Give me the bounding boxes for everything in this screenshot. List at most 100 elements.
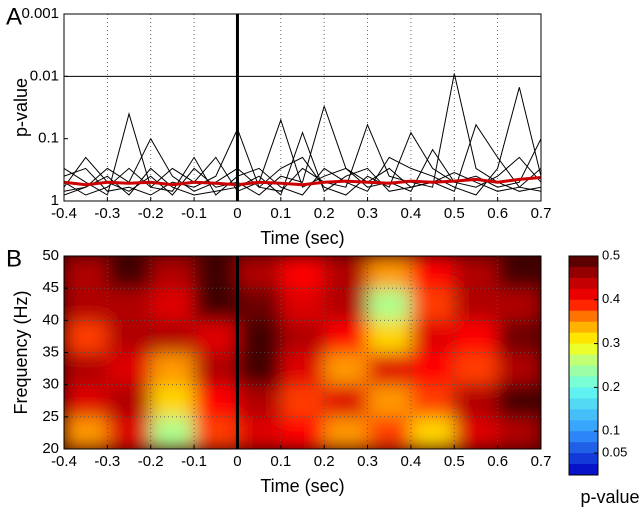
x-tick-label: 0.7 — [531, 453, 552, 470]
heatmap-cell — [194, 416, 238, 449]
heatmap-cell — [280, 352, 325, 385]
heatmap-cell — [497, 384, 541, 417]
heatmap-cell — [107, 288, 151, 321]
heatmap-cell — [280, 288, 325, 321]
heatmap-cell — [410, 288, 455, 321]
heatmap-cell — [64, 384, 108, 417]
series-line — [64, 87, 541, 196]
series-line — [64, 123, 541, 196]
y-tick-label: 0.01 — [30, 67, 59, 84]
heatmap-cell — [194, 384, 238, 417]
y-tick-label: 0.1 — [38, 130, 59, 147]
heatmap-cell — [367, 384, 411, 417]
y-axis-label: p-value — [11, 78, 31, 137]
heatmap-cell — [324, 288, 368, 321]
colorbar-frame — [568, 255, 599, 476]
x-tick-label: -0.4 — [51, 453, 77, 470]
heatmap-cell — [280, 320, 325, 353]
colorbar-step — [569, 299, 598, 312]
heatmap-cell — [150, 352, 195, 385]
heatmap-cells — [64, 256, 541, 449]
heatmap-cell — [410, 416, 455, 449]
colorbar-tick-label: 0.2 — [602, 379, 620, 394]
x-tick-label: 0.5 — [444, 453, 465, 470]
heatmap-cell — [410, 384, 455, 417]
x-tick-label: 0.6 — [487, 453, 508, 470]
heatmap-cell — [237, 416, 281, 449]
heatmap-cell — [194, 352, 238, 385]
heatmap-cell — [324, 416, 368, 449]
heatmap-cell — [194, 320, 238, 353]
heatmap-cell — [497, 352, 541, 385]
colorbar-step — [569, 321, 598, 334]
heatmap-cell — [150, 384, 195, 417]
heatmap-cell — [367, 288, 411, 321]
colorbar-step — [569, 332, 598, 345]
colorbar-step — [569, 343, 598, 356]
colorbar-step — [569, 277, 598, 290]
colorbar-step — [569, 420, 598, 432]
colorbar-step — [569, 266, 598, 279]
x-tick-label: -0.4 — [51, 205, 77, 222]
series-line — [64, 112, 541, 196]
heatmap-cell — [410, 352, 455, 385]
heatmap-cell — [497, 256, 541, 289]
colorbar-tick-label: 0.5 — [602, 247, 620, 262]
heatmap-cell — [150, 256, 195, 289]
x-tick-label: 0.1 — [270, 453, 291, 470]
x-tick-label: -0.3 — [94, 453, 120, 470]
x-tick-label: 0.2 — [314, 205, 335, 222]
colorbar-step — [569, 376, 598, 388]
heatmap-cell — [280, 384, 325, 417]
panel-label: A — [6, 3, 22, 30]
heatmap-cell — [107, 416, 151, 449]
y-tick-label: 45 — [42, 279, 59, 296]
heatmap-cell — [454, 384, 498, 417]
heatmap-cell — [497, 288, 541, 321]
heatmap-cell — [64, 352, 108, 385]
y-tick-label: 30 — [42, 376, 59, 393]
heatmap-cell — [497, 416, 541, 449]
colorbar-step — [569, 288, 598, 301]
colorbar-step — [569, 464, 598, 476]
x-axis-label: Time (sec) — [260, 228, 344, 248]
heatmap-cell — [107, 256, 151, 289]
heatmap-cell — [324, 256, 368, 289]
heatmap-cell — [64, 256, 108, 289]
x-tick-label: 0 — [233, 205, 241, 222]
x-tick-label: 0.3 — [357, 205, 378, 222]
heatmap-cell — [410, 256, 455, 289]
x-tick-label: -0.1 — [181, 205, 207, 222]
y-tick-label: 35 — [42, 343, 59, 360]
heatmap-cell — [324, 352, 368, 385]
heatmap-cell — [64, 288, 108, 321]
y-axis-label: Frequency (Hz) — [11, 290, 31, 414]
x-tick-label: 0.2 — [314, 453, 335, 470]
heatmap-cell — [324, 320, 368, 353]
heatmap-cell — [194, 288, 238, 321]
heatmap-cell — [237, 256, 281, 289]
x-tick-label: 0.4 — [400, 205, 421, 222]
heatmap-cell — [280, 416, 325, 449]
x-tick-label: 0.3 — [357, 453, 378, 470]
colorbar-step — [569, 431, 598, 443]
x-tick-label: -0.2 — [138, 205, 164, 222]
y-tick-label: 50 — [42, 247, 59, 264]
y-tick-label: 40 — [42, 311, 59, 328]
colorbar-step — [569, 365, 598, 377]
colorbar-tick-label: 0.05 — [602, 445, 627, 460]
colorbar-tick-label: 0.1 — [602, 423, 620, 438]
x-tick-label: 0.7 — [531, 205, 552, 222]
colorbar-label: p-value — [580, 487, 639, 507]
colorbar-step — [569, 453, 598, 465]
plot-frame — [63, 13, 542, 202]
heatmap-cell — [64, 416, 108, 449]
heatmap-cell — [454, 320, 498, 353]
x-axis-label: Time (sec) — [260, 476, 344, 496]
heatmap-cell — [367, 352, 411, 385]
colorbar-step — [569, 256, 598, 268]
x-tick-label: -0.3 — [94, 205, 120, 222]
heatmap-cell — [107, 384, 151, 417]
y-tick-label: 25 — [42, 408, 59, 425]
